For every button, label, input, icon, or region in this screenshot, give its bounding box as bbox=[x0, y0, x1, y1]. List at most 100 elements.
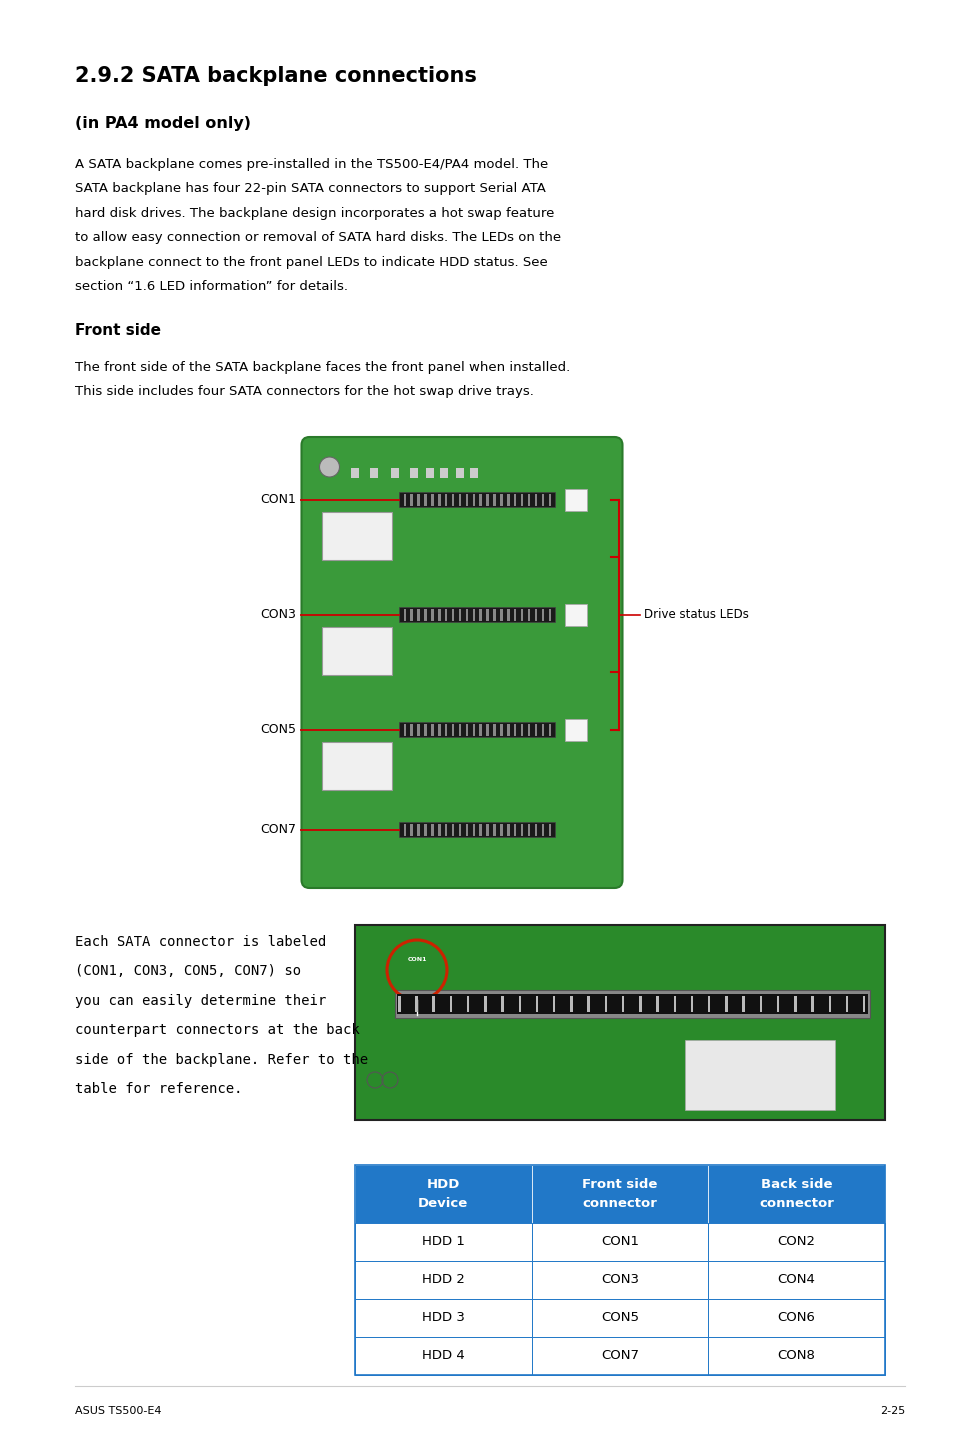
Bar bbox=[399, 607, 554, 623]
Text: CON5: CON5 bbox=[600, 1311, 639, 1324]
Bar bbox=[724, 997, 727, 1012]
Bar bbox=[416, 824, 419, 837]
Bar bbox=[527, 495, 530, 506]
Bar bbox=[410, 824, 413, 837]
Bar bbox=[548, 610, 551, 621]
Bar bbox=[531, 1165, 707, 1222]
Bar bbox=[639, 997, 641, 1012]
Bar bbox=[355, 1165, 884, 1375]
Bar bbox=[520, 610, 523, 621]
Text: CON8: CON8 bbox=[777, 1349, 815, 1362]
Bar bbox=[403, 610, 406, 621]
Bar bbox=[493, 725, 496, 736]
Bar bbox=[570, 997, 572, 1012]
Bar bbox=[520, 495, 523, 506]
Circle shape bbox=[319, 457, 339, 477]
Bar bbox=[465, 610, 468, 621]
Text: backplane connect to the front panel LEDs to indicate HDD status. See: backplane connect to the front panel LED… bbox=[75, 256, 547, 269]
Bar bbox=[416, 495, 419, 506]
Bar bbox=[355, 1261, 531, 1299]
Text: section “1.6 LED information” for details.: section “1.6 LED information” for detail… bbox=[75, 280, 348, 293]
Bar bbox=[437, 610, 440, 621]
Bar bbox=[479, 495, 481, 506]
Bar bbox=[499, 610, 502, 621]
Bar bbox=[472, 725, 475, 736]
Text: Back side: Back side bbox=[760, 1178, 832, 1191]
Bar bbox=[621, 997, 623, 1012]
Bar bbox=[690, 997, 693, 1012]
Bar bbox=[432, 997, 435, 1012]
Bar bbox=[355, 1337, 531, 1375]
Bar bbox=[399, 823, 554, 837]
Text: CON2: CON2 bbox=[777, 1235, 815, 1248]
Bar bbox=[707, 1222, 884, 1261]
Bar bbox=[444, 610, 447, 621]
Bar bbox=[416, 725, 419, 736]
Bar bbox=[828, 997, 830, 1012]
Bar bbox=[465, 824, 468, 837]
Bar bbox=[458, 725, 460, 736]
Bar bbox=[501, 997, 503, 1012]
Text: hard disk drives. The backplane design incorporates a hot swap feature: hard disk drives. The backplane design i… bbox=[75, 207, 554, 220]
Bar bbox=[548, 824, 551, 837]
Bar bbox=[396, 994, 867, 1014]
Bar bbox=[479, 610, 481, 621]
Text: HDD 3: HDD 3 bbox=[421, 1311, 464, 1324]
Bar bbox=[458, 824, 460, 837]
Bar bbox=[416, 610, 419, 621]
Bar bbox=[493, 610, 496, 621]
Bar bbox=[479, 824, 481, 837]
Bar bbox=[520, 725, 523, 736]
Bar bbox=[465, 725, 468, 736]
Bar bbox=[845, 997, 847, 1012]
Bar bbox=[410, 610, 413, 621]
Text: to allow easy connection or removal of SATA hard disks. The LEDs on the: to allow easy connection or removal of S… bbox=[75, 232, 560, 244]
Text: HDD 4: HDD 4 bbox=[421, 1349, 464, 1362]
Bar bbox=[424, 495, 426, 506]
Bar bbox=[444, 725, 447, 736]
Bar bbox=[410, 725, 413, 736]
Text: A SATA backplane comes pre-installed in the TS500-E4/PA4 model. The: A SATA backplane comes pre-installed in … bbox=[75, 158, 548, 171]
Text: CON7: CON7 bbox=[260, 824, 296, 837]
Text: you can easily determine their: you can easily determine their bbox=[75, 994, 326, 1008]
Bar bbox=[410, 467, 418, 477]
Bar bbox=[531, 1222, 707, 1261]
Bar bbox=[514, 824, 516, 837]
Bar bbox=[395, 989, 869, 1018]
Text: This side includes four SATA connectors for the hot swap drive trays.: This side includes four SATA connectors … bbox=[75, 385, 534, 398]
Bar bbox=[541, 725, 543, 736]
Bar bbox=[390, 467, 398, 477]
Bar bbox=[415, 997, 417, 1012]
Bar bbox=[486, 610, 488, 621]
Text: (CON1, CON3, CON5, CON7) so: (CON1, CON3, CON5, CON7) so bbox=[75, 965, 301, 978]
Bar bbox=[507, 610, 509, 621]
Text: CON3: CON3 bbox=[600, 1274, 639, 1287]
Bar bbox=[656, 997, 659, 1012]
Bar bbox=[458, 610, 460, 621]
Bar bbox=[534, 610, 537, 621]
Bar bbox=[536, 997, 537, 1012]
Bar bbox=[440, 467, 448, 477]
Text: connector: connector bbox=[759, 1198, 833, 1211]
Bar bbox=[499, 824, 502, 837]
Bar bbox=[472, 824, 475, 837]
Bar bbox=[470, 467, 478, 477]
Bar bbox=[399, 722, 554, 738]
Bar bbox=[437, 495, 440, 506]
Text: counterpart connectors at the back: counterpart connectors at the back bbox=[75, 1024, 359, 1037]
Bar bbox=[499, 495, 502, 506]
Bar bbox=[564, 489, 586, 510]
Bar bbox=[321, 512, 391, 559]
Text: Device: Device bbox=[417, 1198, 468, 1211]
Bar bbox=[431, 725, 434, 736]
Bar bbox=[452, 824, 454, 837]
Bar bbox=[493, 495, 496, 506]
Text: The front side of the SATA backplane faces the front panel when installed.: The front side of the SATA backplane fac… bbox=[75, 361, 570, 374]
Bar bbox=[452, 725, 454, 736]
Bar bbox=[397, 997, 400, 1012]
Bar bbox=[431, 495, 434, 506]
Bar bbox=[514, 610, 516, 621]
Bar bbox=[776, 997, 779, 1012]
Bar bbox=[486, 824, 488, 837]
Text: HDD 1: HDD 1 bbox=[421, 1235, 464, 1248]
